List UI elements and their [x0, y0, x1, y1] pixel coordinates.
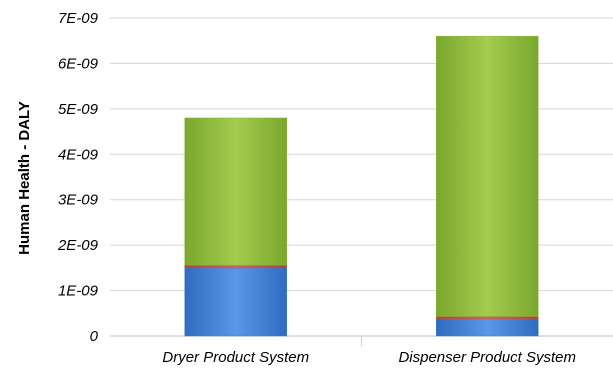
category-labels: Dryer Product System Dispenser Product Sy… [162, 349, 576, 366]
bars [184, 35, 539, 337]
y-tick-label: 1E-09 [58, 283, 99, 300]
y-tick-label: 6E-09 [58, 55, 99, 72]
y-tick-label: 5E-09 [58, 101, 99, 118]
bar-segment [184, 117, 287, 266]
category-label: Dispenser Product System [398, 349, 576, 366]
bar-segment [184, 264, 287, 269]
bar-segment [436, 35, 539, 317]
category-label: Dryer Product System [162, 349, 309, 366]
y-tick-label: 2E-09 [57, 237, 99, 254]
y-tick-label: 4E-09 [58, 146, 99, 163]
y-tick-label: 3E-09 [58, 192, 99, 209]
y-tick-labels: 0 1E-09 2E-09 3E-09 4E-09 5E-09 6E-09 7E-09 [57, 10, 99, 345]
y-tick-label: 0 [90, 328, 99, 345]
bar-segment [184, 267, 287, 337]
bar-segment [436, 316, 539, 319]
bar-segment [436, 318, 539, 337]
y-axis-title: Human Health - DALY [16, 101, 33, 255]
y-tick-label: 7E-09 [58, 10, 99, 27]
